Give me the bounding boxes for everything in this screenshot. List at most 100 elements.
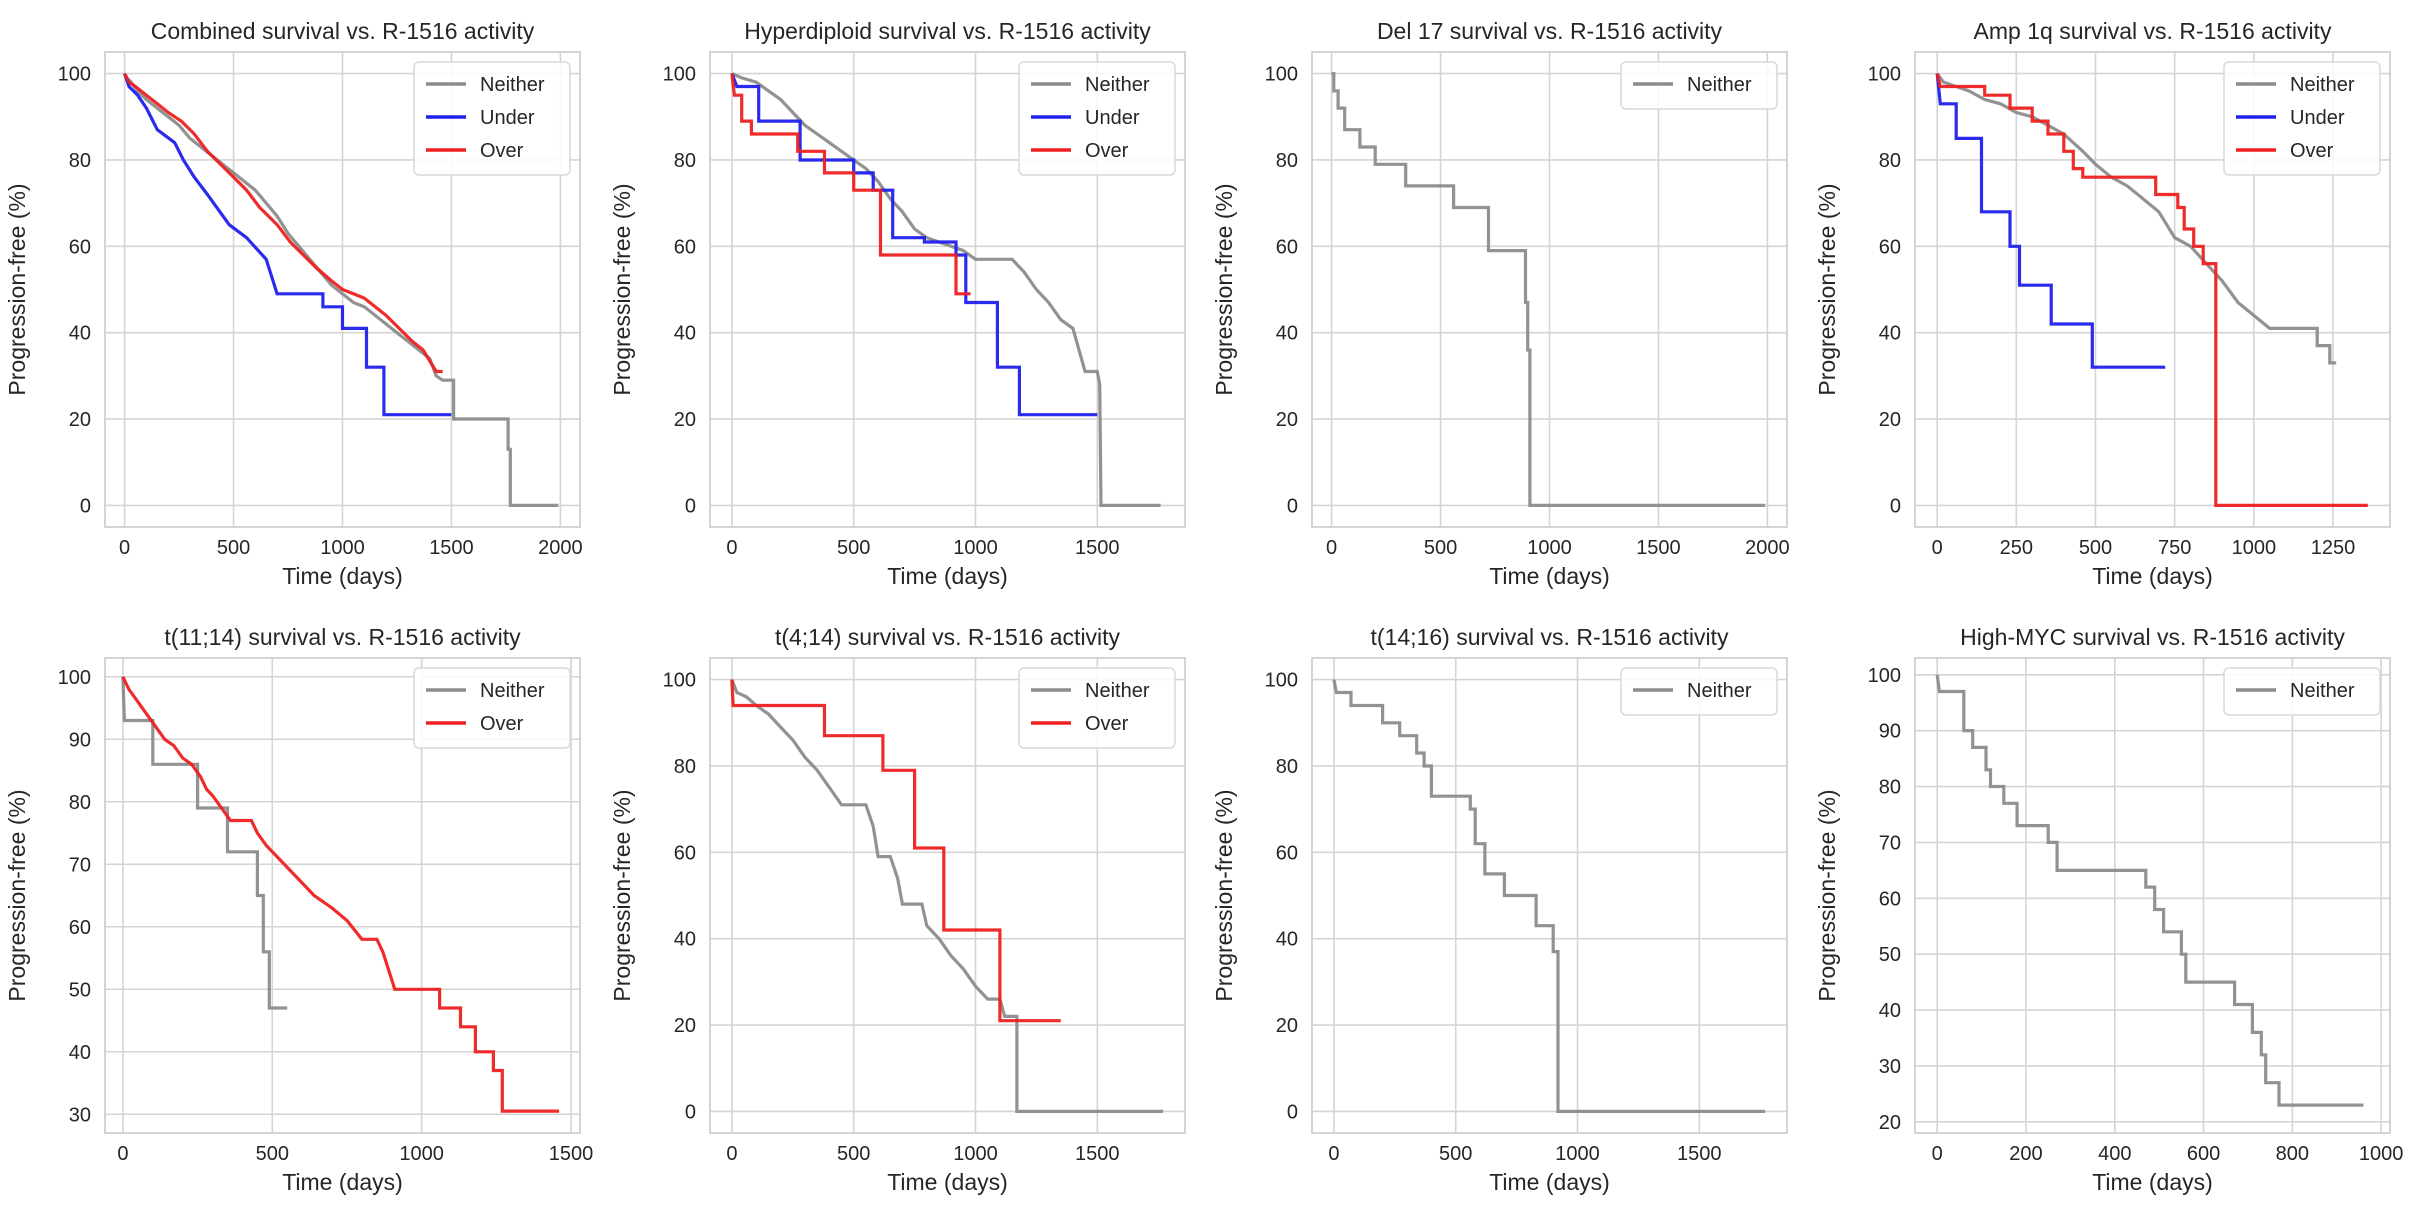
legend-box [413,61,571,176]
y-tick-label: 60 [69,917,91,939]
legend-label-neither: Neither [1687,74,1752,96]
x-axis-label: Time (days) [1489,563,1610,589]
chart-panel-8: 0 200 400 600 800 1000 20 30 40 50 60 70 80 90 100 High… [1814,624,2403,1195]
x-tick-label: 1500 [1075,537,1120,559]
series-line-under [730,73,1098,417]
legend: Neither [1620,667,1778,716]
y-tick-label: 100 [663,670,696,692]
y-tick-label: 80 [674,756,696,778]
y-tick-label: 70 [1879,832,1901,854]
y-tick-label: 60 [69,236,91,258]
chart-title: t(14;16) survival vs. R-1516 activity [1371,624,1729,650]
legend-label-over: Over [1085,140,1129,162]
x-tick-label: 1000 [953,1143,998,1165]
plot-frame [1914,51,2391,528]
legend: Neither Under Over [2223,61,2381,176]
y-tick-label: 60 [674,236,696,258]
series-line-neither [1935,72,2337,365]
x-tick-label: 500 [217,537,250,559]
x-tick-label: 0 [1932,537,1943,559]
series-line-under [123,73,452,417]
legend-box [1018,61,1176,176]
y-tick-label: 0 [80,495,91,517]
y-tick-label: 100 [1265,64,1298,86]
legend-box [2223,667,2381,716]
y-tick-label: 30 [69,1104,91,1126]
series-line-neither [1332,679,1766,1113]
y-tick-label: 20 [674,409,696,431]
legend-label-over: Over [480,140,524,162]
x-tick-label: 1000 [2232,537,2277,559]
x-tick-label: 200 [2009,1143,2042,1165]
legend-label-over: Over [2290,140,2334,162]
x-tick-label: 2000 [538,537,583,559]
x-axis-label: Time (days) [2092,1169,2213,1195]
chart-panel-1: 0 500 1000 1500 2000 0 20 40 60 80 100 Combined sur… [4,18,583,589]
y-tick-label: 20 [1879,1112,1901,1134]
y-tick-label: 80 [1879,150,1901,172]
plot-frame [1914,657,2391,1134]
y-tick-label: 40 [69,1042,91,1064]
y-axis-label: Progression-free (%) [1211,183,1237,395]
chart-title: Del 17 survival vs. R-1516 activity [1377,18,1723,44]
x-tick-label: 0 [1932,1143,1943,1165]
y-tick-label: 80 [69,150,91,172]
legend: Neither Under Over [1018,61,1176,176]
x-axis-label: Time (days) [887,1169,1008,1195]
y-tick-label: 60 [1276,842,1298,864]
y-tick-label: 100 [58,64,91,86]
chart-panel-4: 0 250 500 750 1000 1250 0 20 40 60 80 100 Amp 1q sur… [1814,18,2391,589]
x-axis-label: Time (days) [282,1169,403,1195]
legend-label-over: Over [480,713,524,735]
x-tick-label: 500 [2079,537,2112,559]
y-tick-label: 40 [1879,323,1901,345]
y-tick-label: 80 [674,150,696,172]
y-axis-label: Progression-free (%) [1814,789,1840,1001]
x-tick-label: 0 [119,537,130,559]
x-tick-label: 1500 [549,1143,594,1165]
plot-frame [104,51,581,528]
y-tick-label: 0 [1287,1101,1298,1123]
y-tick-label: 0 [685,1101,696,1123]
legend-box [1620,667,1778,716]
y-tick-label: 60 [1276,236,1298,258]
legend: Neither Under Over [413,61,571,176]
chart-panel-6: 0 500 1000 1500 0 20 40 60 80 100 t(4;14) survival… [609,624,1186,1195]
legend-label-under: Under [1085,107,1140,129]
y-tick-label: 100 [1265,670,1298,692]
legend-label-neither: Neither [2290,680,2355,702]
y-axis-label: Progression-free (%) [1814,183,1840,395]
plot-frame [104,657,581,1134]
plot-frame [1311,51,1788,528]
chart-title: t(4;14) survival vs. R-1516 activity [775,624,1121,650]
y-tick-label: 90 [69,729,91,751]
legend-label-neither: Neither [1085,680,1150,702]
x-tick-label: 0 [1328,1143,1339,1165]
legend-box [2223,61,2381,176]
x-tick-label: 1500 [1075,1143,1120,1165]
legend-box [1620,61,1778,110]
legend: Neither Over [1018,667,1176,749]
y-tick-label: 20 [1276,1015,1298,1037]
y-tick-label: 20 [69,409,91,431]
y-axis-label: Progression-free (%) [609,789,635,1001]
x-tick-label: 400 [2098,1143,2131,1165]
y-tick-label: 40 [674,929,696,951]
y-tick-label: 100 [1868,64,1901,86]
x-tick-label: 1000 [1527,537,1572,559]
x-axis-label: Time (days) [1489,1169,1610,1195]
legend: Neither [1620,61,1778,110]
legend: Neither [2223,667,2381,716]
series-line-neither [1331,72,1766,507]
legend-label-under: Under [2290,107,2345,129]
x-tick-label: 800 [2276,1143,2309,1165]
legend-box [1018,667,1176,749]
y-tick-label: 60 [1879,236,1901,258]
x-axis-label: Time (days) [2092,563,2213,589]
y-tick-label: 100 [1868,665,1901,687]
x-tick-label: 500 [837,537,870,559]
x-tick-label: 0 [1326,537,1337,559]
x-tick-label: 0 [726,537,737,559]
y-tick-label: 20 [674,1015,696,1037]
plot-frame [709,657,1186,1134]
